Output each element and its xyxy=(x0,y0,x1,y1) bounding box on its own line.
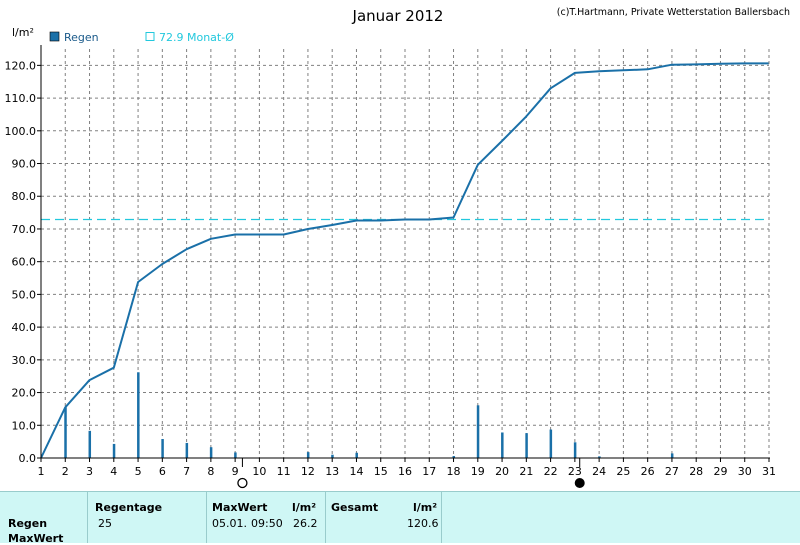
x-tick-label: 28 xyxy=(689,465,703,478)
daily-rain-bar xyxy=(331,454,334,458)
daily-rain-bar xyxy=(209,447,213,458)
daily-rain-bar xyxy=(452,456,456,458)
cumulative-rain-line xyxy=(40,62,769,459)
y-tick-label: 80.0 xyxy=(12,190,37,203)
x-axis-ticks: 1 2 3 4 5 6 7 8 9 10 11 12 13 14 15 16 17 18 19 20 21 22 23 24 2… xyxy=(38,458,776,478)
daily-rain-bar xyxy=(112,443,116,458)
new-moon-icon xyxy=(574,478,585,488)
x-tick-label: 1 xyxy=(38,465,45,478)
summary-row-label-regen: Regen xyxy=(8,517,48,530)
y-tick-label: 60.0 xyxy=(12,256,37,269)
x-tick-label: 8 xyxy=(207,465,214,478)
summary-divider xyxy=(441,492,442,543)
daily-rain-bar xyxy=(525,433,528,458)
y-tick-label: 110.0 xyxy=(5,92,37,105)
x-tick-label: 18 xyxy=(447,465,461,478)
summary-divider xyxy=(206,492,207,543)
daily-rain-bar xyxy=(306,452,310,458)
legend-label-regen: Regen xyxy=(64,31,99,44)
x-tick-label: 23 xyxy=(568,465,582,478)
gesamt-label: Gesamt xyxy=(331,501,379,514)
chart-title: Januar 2012 xyxy=(352,7,444,25)
rain-chart: Januar 2012 (c)T.Hartmann, Private Wette… xyxy=(5,7,790,489)
y-unit-label: l/m² xyxy=(12,26,34,39)
daily-rain-bar xyxy=(573,442,577,458)
regentage-label: Regentage xyxy=(95,501,163,514)
maxwert-label: MaxWert xyxy=(212,501,268,514)
daily-rain-bar xyxy=(501,432,504,458)
x-tick-label: 27 xyxy=(665,465,679,478)
y-tick-label: 50.0 xyxy=(12,288,37,301)
y-axis-ticks: 0.0 10.0 20.0 30.0 40.0 50.0 60.0 70.0 80.0 90.0 1… xyxy=(5,59,41,465)
summary-row-label-maxwert: MaxWert xyxy=(8,532,64,545)
moon-phase-markers xyxy=(237,458,585,489)
daily-rain-bar xyxy=(137,372,140,458)
legend-swatch-average xyxy=(145,32,155,41)
x-tick-label: 24 xyxy=(592,465,606,478)
y-tick-label: 120.0 xyxy=(5,59,37,72)
x-tick-label: 10 xyxy=(252,465,266,478)
cumulative-rain-line xyxy=(40,62,769,459)
x-tick-label: 11 xyxy=(277,465,291,478)
y-tick-label: 70.0 xyxy=(12,223,37,236)
plot-frame xyxy=(40,45,770,459)
daily-rain-bar xyxy=(88,430,92,458)
y-tick-label: 0.0 xyxy=(19,452,37,465)
maxwert-time: 09:50 xyxy=(251,517,283,530)
x-tick-label: 20 xyxy=(495,465,509,478)
x-tick-label: 16 xyxy=(398,465,412,478)
gesamt-unit: l/m² xyxy=(413,501,438,514)
y-tick-label: 30.0 xyxy=(12,354,37,367)
y-tick-label: 90.0 xyxy=(12,158,37,171)
y-tick-label: 100.0 xyxy=(5,125,37,138)
daily-rain-bar xyxy=(185,442,189,458)
x-tick-label: 19 xyxy=(471,465,485,478)
y-tick-label: 20.0 xyxy=(12,387,37,400)
x-tick-label: 15 xyxy=(374,465,388,478)
regentage-value: 25 xyxy=(98,517,112,530)
x-tick-label: 25 xyxy=(616,465,630,478)
x-tick-label: 17 xyxy=(422,465,436,478)
x-tick-label: 30 xyxy=(738,465,752,478)
daily-rain-bars xyxy=(64,372,674,458)
legend-swatch-regen xyxy=(49,31,60,42)
x-tick-label: 13 xyxy=(325,465,339,478)
daily-rain-bar xyxy=(355,452,358,458)
summary-divider xyxy=(325,492,326,543)
gesamt-value: 120.6 xyxy=(407,517,439,530)
x-tick-label: 12 xyxy=(301,465,315,478)
x-tick-label: 3 xyxy=(86,465,93,478)
x-tick-label: 9 xyxy=(232,465,239,478)
x-tick-label: 26 xyxy=(641,465,655,478)
legend-label-average: 72.9 Monat-Ø xyxy=(159,31,234,44)
full-moon-icon xyxy=(237,477,248,489)
x-tick-label: 22 xyxy=(544,465,558,478)
maxwert-value: 26.2 xyxy=(293,517,318,530)
daily-rain-bar xyxy=(598,456,601,458)
x-tick-label: 4 xyxy=(110,465,117,478)
summary-panel: Regen MaxWert Regentage 25 MaxWert l/m² … xyxy=(0,491,800,545)
maxwert-unit: l/m² xyxy=(292,501,317,514)
x-tick-label: 7 xyxy=(183,465,190,478)
chart-credit: (c)T.Hartmann, Private Wetterstation Bal… xyxy=(557,7,790,18)
summary-divider xyxy=(87,492,88,543)
y-tick-label: 40.0 xyxy=(12,321,37,334)
x-tick-label: 21 xyxy=(519,465,533,478)
daily-rain-bar xyxy=(161,439,164,458)
grid-lines xyxy=(41,49,769,458)
maxwert-date: 05.01. xyxy=(212,517,247,530)
x-tick-label: 31 xyxy=(762,465,776,478)
daily-rain-bar xyxy=(670,453,674,458)
daily-rain-bar xyxy=(234,452,237,458)
daily-rain-bar xyxy=(549,429,553,458)
x-tick-label: 29 xyxy=(713,465,727,478)
y-tick-label: 10.0 xyxy=(12,419,37,432)
x-tick-label: 5 xyxy=(135,465,142,478)
x-tick-label: 2 xyxy=(62,465,69,478)
x-tick-label: 6 xyxy=(159,465,166,478)
daily-rain-bar xyxy=(64,407,67,458)
daily-rain-bar xyxy=(476,405,480,458)
x-tick-label: 14 xyxy=(349,465,363,478)
